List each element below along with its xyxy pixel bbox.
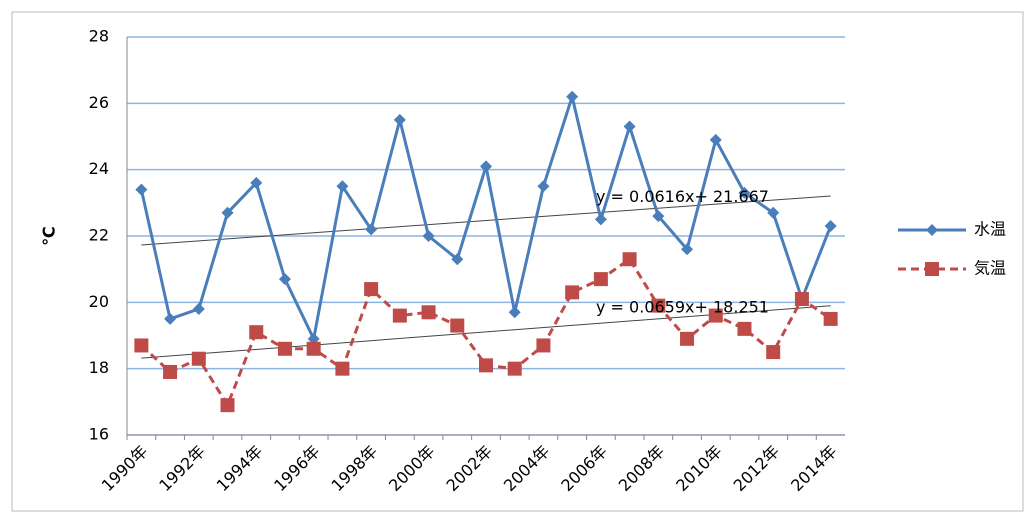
y-tick-label: 28 <box>89 27 109 46</box>
point <box>421 305 436 320</box>
point <box>479 358 493 373</box>
legend-marker <box>925 262 939 276</box>
point <box>537 180 550 193</box>
legend-label: 気温 <box>974 259 1006 278</box>
point <box>565 285 580 300</box>
point <box>134 338 149 353</box>
chart-frame <box>11 11 1024 512</box>
point <box>135 183 148 196</box>
point <box>422 230 435 242</box>
point <box>508 306 521 319</box>
trendline-label: y = 0.0659x+ 18.251 <box>596 298 769 317</box>
point <box>622 252 637 267</box>
point <box>250 176 263 189</box>
y-tick-label: 18 <box>89 358 109 377</box>
point <box>738 186 751 199</box>
point <box>623 120 636 133</box>
y-tick-label: 24 <box>89 159 109 178</box>
point <box>652 210 665 223</box>
y-tick-label: 20 <box>89 292 109 311</box>
point <box>306 341 321 356</box>
point <box>365 223 378 236</box>
point <box>278 273 291 286</box>
point <box>767 206 780 219</box>
point <box>737 321 752 336</box>
y-axis-label: ℃ <box>40 226 59 245</box>
y-tick-label: 26 <box>89 93 109 112</box>
point <box>594 213 607 226</box>
point <box>536 338 551 353</box>
point <box>824 220 837 233</box>
legend-label: 水温 <box>974 220 1006 239</box>
legend-marker <box>926 224 938 236</box>
point <box>335 361 350 376</box>
point <box>191 351 206 366</box>
y-tick-label: 16 <box>89 425 109 444</box>
point <box>220 398 235 413</box>
point <box>766 345 781 360</box>
point <box>480 160 492 173</box>
y-tick-label: 22 <box>89 226 109 245</box>
point <box>393 113 406 126</box>
point <box>593 272 608 287</box>
point <box>680 331 695 346</box>
point <box>566 90 579 103</box>
trendline-label: y = 0.0616x+ 21.667 <box>596 187 769 206</box>
point <box>709 133 722 146</box>
point <box>681 243 694 256</box>
point <box>221 206 234 219</box>
point <box>708 308 723 323</box>
point <box>507 361 522 376</box>
point <box>164 312 177 325</box>
point <box>450 318 465 333</box>
point <box>451 253 464 266</box>
point <box>794 292 809 307</box>
point <box>277 341 292 356</box>
point <box>192 302 205 315</box>
point <box>651 298 666 313</box>
point <box>823 311 838 326</box>
trendline <box>141 195 831 246</box>
point <box>163 364 178 379</box>
point <box>364 282 379 297</box>
point <box>249 325 264 340</box>
point <box>336 180 349 193</box>
point <box>392 308 407 323</box>
